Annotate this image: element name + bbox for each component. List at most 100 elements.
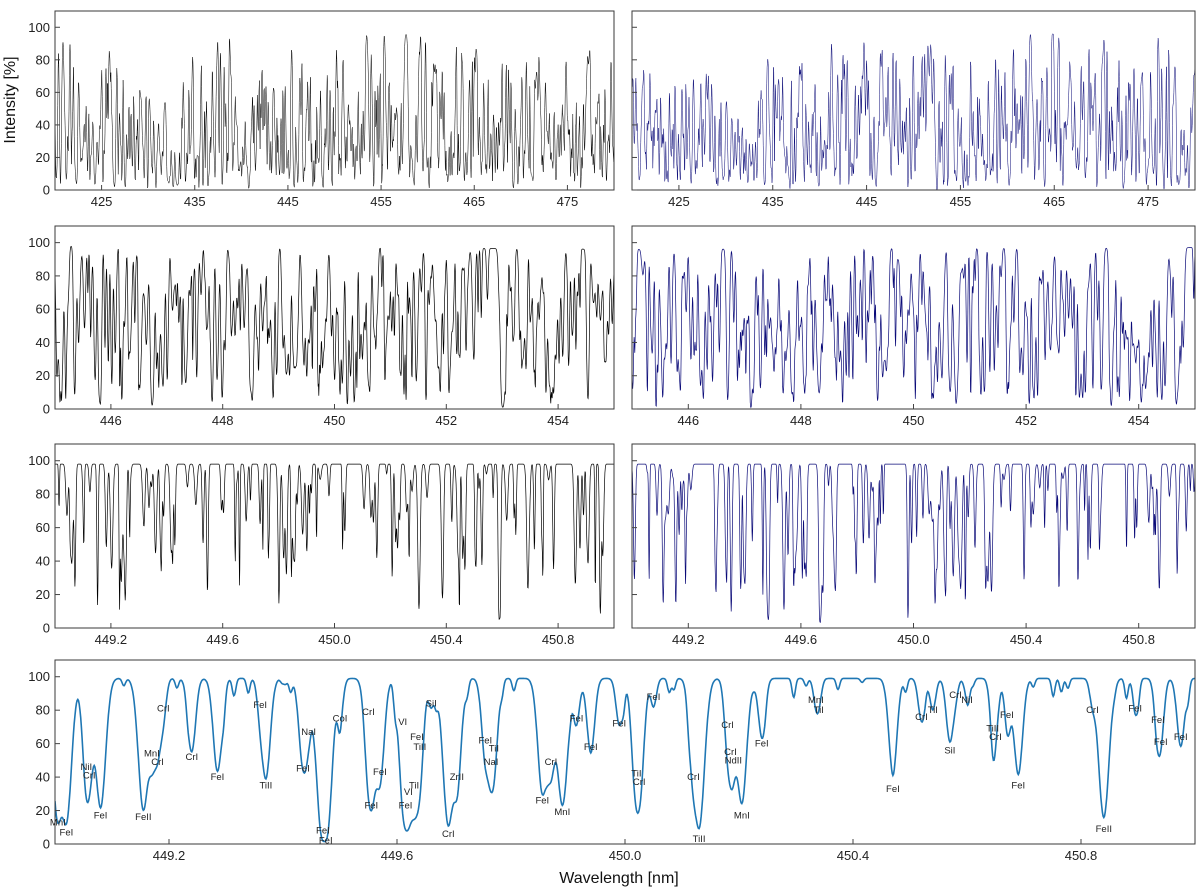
line-label-TiII: TiII (413, 742, 426, 753)
spectrum-line-row1-left (55, 34, 614, 189)
line-label-CrI: CrI (362, 707, 375, 718)
line-label-CrI: CrI (1086, 705, 1099, 716)
x-tick-label: 450.4 (837, 848, 870, 863)
line-label-TiI: TiI (928, 705, 938, 716)
line-label-FeI: FeI (886, 784, 900, 795)
y-tick-label: 60 (36, 302, 50, 317)
y-tick-label: 0 (43, 402, 50, 417)
y-tick-label: 20 (36, 587, 50, 602)
chart-panel-row4: 449.2 449.6 450.0 450.4 450.8 0 20 40 60 80 100 MnI… (28, 659, 1196, 863)
plot-frame (54, 443, 615, 629)
line-label-NiI: NiI (961, 695, 973, 706)
spectrum-line-row1-right (632, 33, 1195, 190)
line-label-TiI: TiI (631, 769, 641, 780)
y-tick-label: 40 (36, 554, 50, 569)
y-tick-label: 80 (36, 703, 50, 718)
y-tick-label: 100 (28, 669, 50, 684)
chart-panel-row2-right: 446 448 450 452 454 (631, 225, 1196, 428)
line-label-FeI: FeI (364, 801, 378, 812)
x-tick-label: 445 (277, 194, 299, 209)
line-label-TiII: TiII (259, 780, 272, 791)
x-tick-label: 465 (1043, 194, 1065, 209)
plot-frame (54, 10, 615, 191)
y-tick-label: 60 (36, 520, 50, 535)
x-tick-label: 449.2 (95, 632, 128, 647)
x-tick-label: 446 (677, 413, 699, 428)
line-label-FeII: FeII (135, 812, 151, 823)
y-tick-label: 0 (43, 621, 50, 636)
line-label-MnI: MnI (734, 811, 750, 822)
line-label-FeI: FeI (1154, 737, 1168, 748)
y-tick-label: 40 (36, 770, 50, 785)
spectrum-line-row2-left (55, 245, 614, 408)
line-label-CrI: CrI (185, 752, 198, 763)
x-tick-label: 450.4 (1010, 632, 1043, 647)
y-tick-label: 60 (36, 736, 50, 751)
y-tick-label: 40 (36, 117, 50, 132)
spectrum-line-row3-left (55, 463, 614, 620)
x-tick-label: 450.8 (542, 632, 575, 647)
line-label-FeI: FeI (584, 742, 598, 753)
line-label-FeI: FeI (612, 719, 626, 730)
y-tick-label: 100 (28, 235, 50, 250)
line-label-FeI: FeI (316, 826, 330, 837)
line-label-FeI: FeI (1128, 704, 1142, 715)
y-tick-label: 80 (36, 487, 50, 502)
y-tick-label: 40 (36, 335, 50, 350)
plot-frame (631, 10, 1196, 191)
line-label-MnI: MnI (50, 817, 66, 828)
line-label-FeI: FeI (570, 714, 584, 725)
plot-frame (631, 443, 1196, 629)
line-label-CrI: CrI (157, 704, 170, 715)
line-label-FeI: FeI (478, 735, 492, 746)
line-label-TiI: TiI (814, 705, 824, 716)
chart-panel-row3-right: 449.2 449.6 450.0 450.4 450.8 (631, 443, 1196, 647)
line-label-CrI: CrI (989, 732, 1002, 743)
line-label-FeI: FeI (535, 796, 549, 807)
line-label-FeI: FeI (1151, 715, 1165, 726)
line-label-TiII: TiII (986, 724, 999, 735)
line-label-CrI: CrI (687, 772, 700, 783)
y-tick-label: 100 (28, 20, 50, 35)
line-label-MnI: MnI (808, 695, 824, 706)
x-tick-label: 450 (324, 413, 346, 428)
line-label-FeI: FeI (253, 700, 267, 711)
x-tick-label: 449.2 (672, 632, 705, 647)
plot-frame (54, 659, 1196, 845)
y-tick-label: 100 (28, 453, 50, 468)
x-tick-label: 448 (212, 413, 234, 428)
x-tick-label: 452 (435, 413, 457, 428)
y-tick-label: 60 (36, 85, 50, 100)
line-label-FeI: FeI (399, 801, 413, 812)
x-tick-label: 449.6 (206, 632, 239, 647)
x-tick-label: 450.0 (318, 632, 351, 647)
x-tick-label: 446 (100, 413, 122, 428)
line-label-CrI: CrI (442, 829, 455, 840)
line-label-CrI: CrI (724, 747, 737, 758)
y-axis-label: Intensity [%] (2, 56, 19, 143)
x-tick-label: 455 (950, 194, 972, 209)
x-tick-label: 449.6 (381, 848, 414, 863)
line-label-FeI: FeI (60, 827, 74, 838)
x-tick-label: 454 (547, 413, 569, 428)
x-tick-label: 450 (903, 413, 925, 428)
x-tick-label: 455 (370, 194, 392, 209)
line-label-NdII: NdII (725, 755, 742, 766)
line-label-MnI: MnI (144, 749, 160, 760)
line-label-VI: VI (398, 717, 407, 728)
line-label-NaI: NaI (484, 757, 499, 768)
plot-frame (631, 225, 1196, 410)
line-label-VI: VI (404, 787, 413, 798)
x-tick-label: 448 (790, 413, 812, 428)
line-label-CrI: CrI (633, 777, 646, 788)
line-label-CoI: CoI (333, 714, 348, 725)
y-tick-label: 20 (36, 368, 50, 383)
line-label-SiI: SiI (426, 698, 437, 709)
line-label-SiI: SiI (944, 745, 955, 756)
x-tick-label: 450.0 (609, 848, 642, 863)
line-label-CrI: CrI (83, 770, 96, 781)
x-tick-label: 452 (1015, 413, 1037, 428)
x-axis-label: Wavelength [nm] (559, 870, 678, 887)
x-tick-label: 425 (668, 194, 690, 209)
line-label-NaI: NaI (301, 727, 316, 738)
